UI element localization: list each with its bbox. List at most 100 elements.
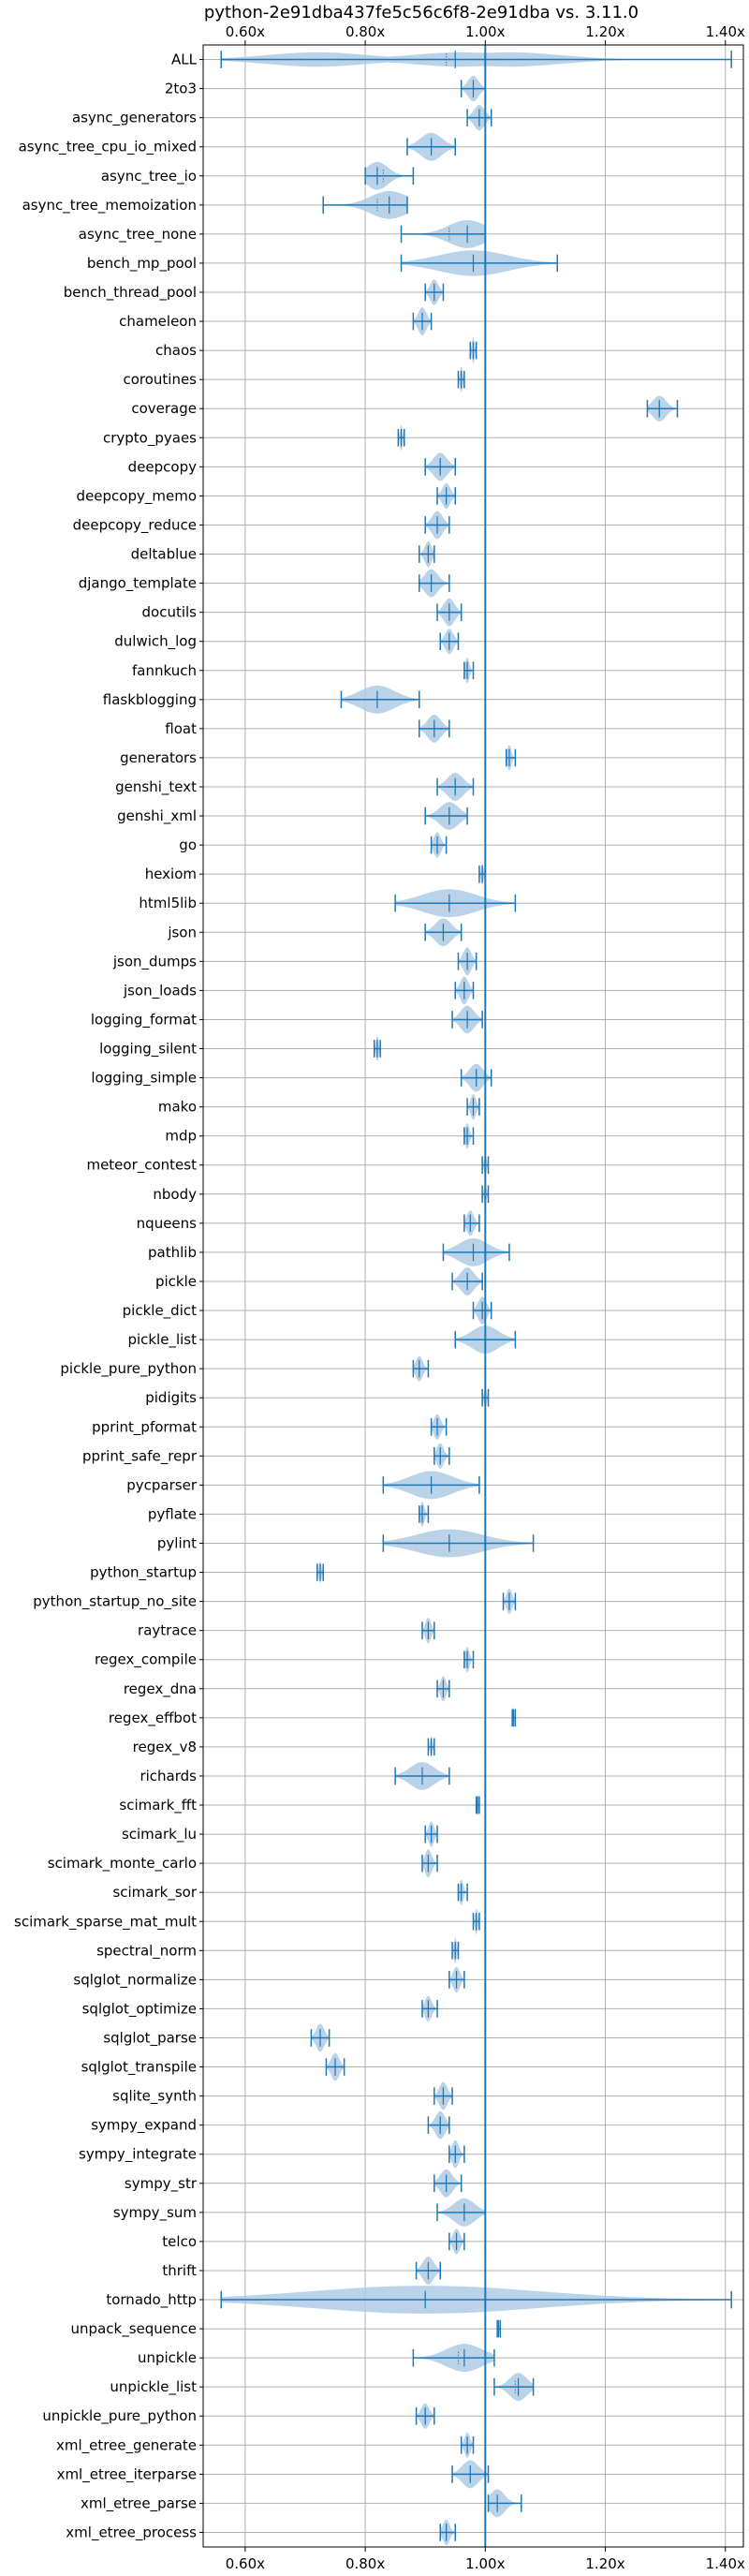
y-tick-label: bench_thread_pool	[64, 284, 197, 302]
y-tick-label: xml_etree_generate	[56, 2436, 197, 2454]
violin-group	[424, 1821, 438, 1847]
x-tick-label-top: 0.80x	[345, 23, 385, 40]
y-tick-label: pidigits	[145, 1389, 197, 1406]
y-tick-label: sympy_expand	[91, 2117, 197, 2135]
y-tick-label: regex_dna	[124, 1680, 197, 1698]
violin-group	[421, 1849, 438, 1877]
violin-group	[463, 1210, 480, 1236]
y-tick-label: json	[167, 924, 197, 940]
x-tick-label-top: 0.60x	[226, 23, 265, 40]
y-tick-label: html5lib	[139, 895, 197, 911]
y-tick-label: sqlglot_normalize	[73, 1971, 197, 1989]
violin-group	[382, 1529, 535, 1558]
violin-group	[448, 2228, 465, 2255]
grid	[203, 45, 743, 2547]
y-tick-label: sqlglot_optimize	[82, 2000, 197, 2018]
violin-group	[433, 2169, 463, 2198]
violin-group	[436, 482, 457, 510]
violin-group	[382, 1471, 480, 1500]
y-tick-label: nqueens	[137, 1215, 197, 1232]
violin-group	[394, 1762, 450, 1790]
y-tick-label: pycparser	[126, 1476, 198, 1493]
y-tick-label: unpickle_pure_python	[42, 2407, 197, 2425]
y-tick-label: python_startup	[90, 1564, 197, 1582]
violin-group	[451, 1937, 460, 1963]
y-tick-label: bench_mp_pool	[87, 255, 197, 273]
y-tick-label: async_tree_io	[101, 168, 197, 185]
y-tick-label: deepcopy_memo	[77, 487, 197, 505]
y-tick-label: deepcopy_reduce	[73, 516, 197, 534]
violin-group	[436, 773, 475, 801]
violin-group	[364, 161, 415, 190]
violin-group	[430, 1414, 448, 1440]
violins	[220, 45, 732, 2547]
violin-group	[394, 889, 517, 918]
violin-group	[433, 2081, 453, 2110]
violin-group	[310, 2023, 330, 2052]
y-tick-label: regex_effbot	[109, 1710, 197, 1727]
y-tick-label: fannkuch	[132, 662, 197, 679]
y-tick-label: scimark_sor	[112, 1884, 197, 1902]
y-tick-label: django_template	[79, 575, 197, 593]
violin-group	[400, 220, 487, 248]
y-tick-label: regex_v8	[133, 1739, 197, 1756]
y-tick-label: pyflate	[148, 1505, 197, 1522]
violin-group	[472, 1908, 480, 1934]
y-tick-label: python_startup_no_site	[33, 1593, 197, 1611]
violin-group	[415, 2403, 435, 2429]
x-tick-label-bottom: 1.20x	[585, 2555, 624, 2572]
violin-group	[469, 337, 477, 363]
y-tick-label: async_tree_cpu_io_mixed	[19, 139, 197, 156]
violin-group	[424, 918, 463, 947]
violin-group	[460, 1063, 492, 1092]
y-tick-label: sympy_sum	[113, 2204, 197, 2222]
violin-group	[325, 2052, 345, 2081]
y-tick-label: genshi_text	[115, 778, 197, 796]
y-tick-label: 2to3	[165, 81, 197, 97]
y-tick-label: sqlite_synth	[112, 2088, 197, 2106]
y-tick-label: scimark_fft	[119, 1797, 197, 1814]
violin-group	[419, 569, 450, 598]
y-tick-label: pickle_pure_python	[60, 1360, 197, 1378]
y-tick-label: mako	[158, 1099, 197, 1116]
y-tick-label: pylint	[157, 1534, 197, 1551]
violin-group	[220, 2286, 732, 2314]
violin-group	[442, 1238, 510, 1266]
violin-group	[457, 1879, 468, 1905]
y-tick-label: deepcopy	[128, 458, 197, 475]
y-tick-label: chaos	[155, 342, 197, 359]
y-tick-label: sqlglot_parse	[103, 2029, 197, 2047]
y-tick-label: logging_silent	[99, 1041, 197, 1059]
violin-group	[478, 864, 487, 885]
violin-group	[466, 1094, 480, 1120]
y-tick-label: xml_etree_parse	[81, 2495, 197, 2512]
plot-frame	[202, 44, 744, 2548]
y-tick-label: mdp	[165, 1128, 197, 1145]
y-tick-label: scimark_lu	[122, 1826, 197, 1843]
y-tick-label: raytrace	[138, 1622, 197, 1639]
violin-group	[448, 1966, 465, 1992]
y-tick-label: go	[179, 836, 197, 853]
violin-group	[316, 1562, 324, 1583]
y-tick-label: xml_etree_iterparse	[57, 2465, 197, 2483]
violin-group	[419, 540, 435, 568]
violin-group	[412, 307, 433, 335]
y-tick-label: logging_simple	[91, 1070, 197, 1088]
y-tick-label: scimark_sparse_mat_mult	[14, 1913, 197, 1931]
violin-group	[439, 629, 460, 655]
y-tick-label: hexiom	[145, 866, 197, 882]
violin-group	[419, 715, 450, 743]
violin-group	[433, 1443, 450, 1469]
y-tick-label: regex_compile	[95, 1651, 197, 1669]
x-tick-label-top: 1.40x	[706, 23, 745, 40]
y-tick-label: pickle_dict	[123, 1302, 197, 1320]
violin-group	[436, 2198, 487, 2227]
violin-group	[454, 976, 475, 1005]
y-tick-label: async_tree_memoization	[22, 197, 197, 215]
y-tick-label: json_loads	[123, 982, 197, 999]
y-tick-label: pprint_pformat	[92, 1418, 197, 1436]
violin-group	[340, 685, 420, 714]
violin-group	[475, 1794, 480, 1816]
y-tick-label: sympy_str	[125, 2175, 198, 2193]
